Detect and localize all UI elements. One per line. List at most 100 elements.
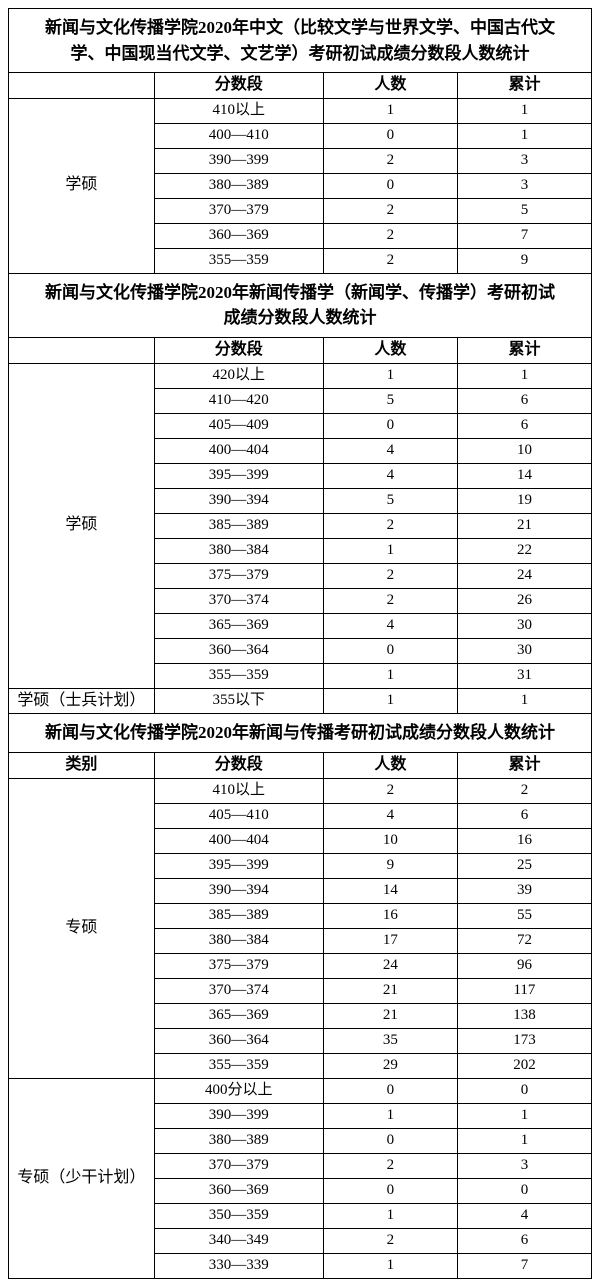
header-row: 分数段人数累计 — [9, 73, 592, 99]
title-row: 新闻与文化传播学院2020年中文（比较文学与世界文学、中国古代文学、中国现当代文… — [9, 9, 592, 73]
table-row: 学硕410以上11 — [9, 98, 592, 123]
cell-cum: 30 — [457, 613, 591, 638]
side-label-soldier: 学硕（士兵计划） — [9, 688, 155, 714]
cell-range: 375—379 — [154, 563, 323, 588]
cell-range: 370—374 — [154, 978, 323, 1003]
cell-cum: 72 — [457, 928, 591, 953]
cell-cum: 2 — [457, 778, 591, 803]
cell-range: 360—364 — [154, 638, 323, 663]
cell-cum: 25 — [457, 853, 591, 878]
cell-cum: 6 — [457, 1228, 591, 1253]
cell-range: 410以上 — [154, 778, 323, 803]
header-cum: 累计 — [457, 337, 591, 363]
header-blank — [9, 73, 155, 99]
cell-cum: 9 — [457, 248, 591, 273]
cell-cum: 6 — [457, 388, 591, 413]
cell-cum: 1 — [457, 688, 591, 714]
table-row: 专硕（少干计划）400分以上00 — [9, 1078, 592, 1103]
cell-range: 380—384 — [154, 538, 323, 563]
cell-count: 2 — [323, 1228, 457, 1253]
cell-count: 1 — [323, 98, 457, 123]
cell-range: 405—409 — [154, 413, 323, 438]
side-label-academic: 学硕 — [9, 98, 155, 273]
cell-cum: 26 — [457, 588, 591, 613]
header-count: 人数 — [323, 337, 457, 363]
cell-count: 2 — [323, 198, 457, 223]
cell-cum: 14 — [457, 463, 591, 488]
cell-cum: 55 — [457, 903, 591, 928]
cell-range: 370—374 — [154, 588, 323, 613]
cell-count: 2 — [323, 563, 457, 588]
cell-cum: 0 — [457, 1178, 591, 1203]
cell-cum: 39 — [457, 878, 591, 903]
header-blank — [9, 337, 155, 363]
cell-cum: 7 — [457, 223, 591, 248]
cell-count: 24 — [323, 953, 457, 978]
cell-range: 380—384 — [154, 928, 323, 953]
cell-range: 400—410 — [154, 123, 323, 148]
title-row: 新闻与文化传播学院2020年新闻与传播考研初试成绩分数段人数统计 — [9, 714, 592, 753]
cell-cum: 117 — [457, 978, 591, 1003]
cell-cum: 22 — [457, 538, 591, 563]
side-label-shaogan: 专硕（少干计划） — [9, 1078, 155, 1278]
cell-range: 395—399 — [154, 853, 323, 878]
header-row: 类别分数段人数累计 — [9, 752, 592, 778]
header-cum: 累计 — [457, 752, 591, 778]
cell-cum: 21 — [457, 513, 591, 538]
cell-count: 1 — [323, 1203, 457, 1228]
table-row: 学硕420以上11 — [9, 363, 592, 388]
cell-count: 1 — [323, 1103, 457, 1128]
cell-count: 4 — [323, 463, 457, 488]
title-row: 新闻与文化传播学院2020年新闻传播学（新闻学、传播学）考研初试成绩分数段人数统… — [9, 273, 592, 337]
table-row: 学硕（士兵计划）355以下11 — [9, 688, 592, 714]
cell-cum: 5 — [457, 198, 591, 223]
header-count: 人数 — [323, 73, 457, 99]
cell-count: 5 — [323, 488, 457, 513]
cell-range: 370—379 — [154, 1153, 323, 1178]
cell-range: 390—394 — [154, 878, 323, 903]
section-title-3: 新闻与文化传播学院2020年新闻与传播考研初试成绩分数段人数统计 — [9, 714, 592, 753]
cell-cum: 173 — [457, 1028, 591, 1053]
cell-count: 1 — [323, 538, 457, 563]
cell-cum: 138 — [457, 1003, 591, 1028]
header-range: 分数段 — [154, 337, 323, 363]
cell-range: 375—379 — [154, 953, 323, 978]
cell-cum: 19 — [457, 488, 591, 513]
cell-count: 0 — [323, 123, 457, 148]
cell-range: 385—389 — [154, 903, 323, 928]
cell-range: 410—420 — [154, 388, 323, 413]
cell-range: 390—399 — [154, 1103, 323, 1128]
cell-count: 29 — [323, 1053, 457, 1078]
cell-range: 400—404 — [154, 828, 323, 853]
cell-count: 4 — [323, 438, 457, 463]
score-tables: 新闻与文化传播学院2020年中文（比较文学与世界文学、中国古代文学、中国现当代文… — [8, 8, 592, 1279]
cell-range: 355—359 — [154, 248, 323, 273]
cell-cum: 7 — [457, 1253, 591, 1278]
cell-cum: 30 — [457, 638, 591, 663]
cell-range: 370—379 — [154, 198, 323, 223]
cell-count: 4 — [323, 613, 457, 638]
cell-count: 0 — [323, 413, 457, 438]
cell-range: 360—369 — [154, 1178, 323, 1203]
cell-cum: 1 — [457, 123, 591, 148]
cell-range: 355—359 — [154, 1053, 323, 1078]
cell-cum: 1 — [457, 1103, 591, 1128]
cell-cum: 3 — [457, 148, 591, 173]
cell-cum: 3 — [457, 1153, 591, 1178]
cell-cum: 3 — [457, 173, 591, 198]
cell-cum: 10 — [457, 438, 591, 463]
cell-count: 0 — [323, 1128, 457, 1153]
cell-range: 390—394 — [154, 488, 323, 513]
cell-count: 2 — [323, 588, 457, 613]
cell-count: 2 — [323, 223, 457, 248]
cell-range: 420以上 — [154, 363, 323, 388]
cell-count: 16 — [323, 903, 457, 928]
cell-range: 410以上 — [154, 98, 323, 123]
cell-cum: 202 — [457, 1053, 591, 1078]
cell-range: 365—369 — [154, 613, 323, 638]
cell-range: 400—404 — [154, 438, 323, 463]
cell-count: 1 — [323, 663, 457, 688]
header-row: 分数段人数累计 — [9, 337, 592, 363]
cell-count: 0 — [323, 173, 457, 198]
cell-count: 9 — [323, 853, 457, 878]
